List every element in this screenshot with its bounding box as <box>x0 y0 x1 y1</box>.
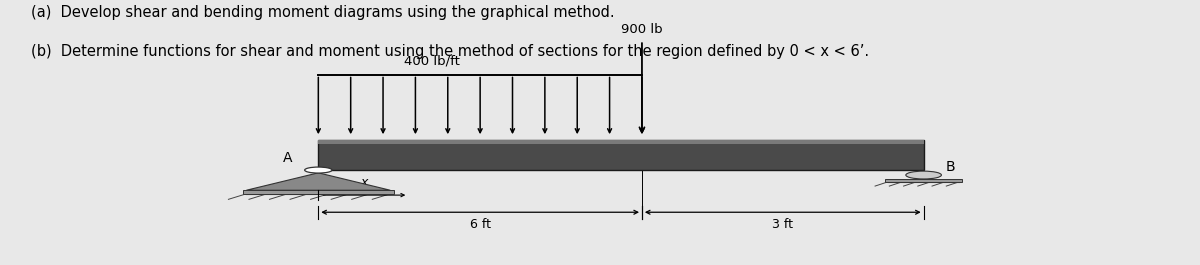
Polygon shape <box>246 173 390 190</box>
Text: (b)  Determine functions for shear and moment using the method of sections for t: (b) Determine functions for shear and mo… <box>31 44 869 59</box>
Bar <box>318 140 924 170</box>
Text: 400 lb/ft: 400 lb/ft <box>403 55 460 68</box>
Bar <box>884 179 962 182</box>
Text: x: x <box>360 175 367 188</box>
Bar <box>242 190 394 194</box>
Circle shape <box>906 171 942 179</box>
Text: (a)  Develop shear and bending moment diagrams using the graphical method.: (a) Develop shear and bending moment dia… <box>31 5 614 20</box>
Text: A: A <box>282 151 292 165</box>
Text: 6 ft: 6 ft <box>469 218 491 231</box>
Text: 3 ft: 3 ft <box>773 218 793 231</box>
Bar <box>318 140 924 144</box>
Text: 900 lb: 900 lb <box>622 23 662 36</box>
Circle shape <box>305 167 332 173</box>
Text: B: B <box>946 160 955 174</box>
